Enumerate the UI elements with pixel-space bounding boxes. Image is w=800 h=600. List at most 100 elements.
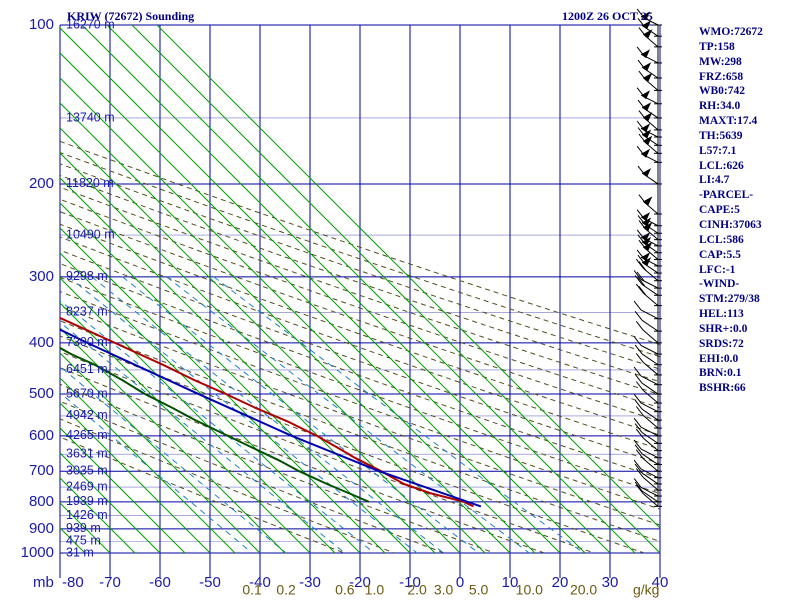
dry-adiabat	[60, 276, 660, 495]
wind-barb	[637, 165, 662, 185]
mixing-ratio-label: 3.0	[434, 582, 454, 598]
temperature-tick-label: 10	[502, 574, 519, 591]
wind-barb-staff	[641, 453, 659, 465]
wind-barb	[633, 270, 662, 289]
wind-barb-staff	[642, 458, 659, 472]
height-label: 475 m	[66, 534, 101, 548]
isotherm	[60, 77, 536, 554]
sounding-index: MAXT:17.4	[699, 115, 758, 128]
mixing-ratio-line	[60, 365, 287, 554]
wind-barb-feather	[637, 215, 646, 225]
wind-barb-feather	[634, 423, 643, 433]
temperature-trace	[60, 316, 474, 508]
isotherm	[60, 27, 586, 554]
wind-barb	[637, 234, 662, 254]
height-label: 7300 m	[66, 335, 108, 349]
wind-barb-staff	[640, 309, 659, 320]
dry-adiabat	[60, 320, 660, 542]
temperature-tick-label: -50	[199, 574, 221, 591]
wind-barb-feather	[635, 353, 644, 363]
wind-barb-feather	[633, 478, 642, 488]
wind-barb	[634, 463, 662, 485]
wind-barb-feather	[635, 428, 644, 439]
sounding-indices-panel: WMO:72672 TP:158 MW:298 FRZ:658 WB0:742 RH:34…	[699, 25, 763, 396]
wind-barb	[633, 417, 662, 437]
wind-barb-staff	[641, 408, 659, 421]
wind-barb	[634, 399, 662, 421]
wind-barb-pennant	[641, 148, 651, 158]
height-label: 11820 m	[66, 176, 114, 190]
wind-barb-staff	[640, 486, 659, 497]
pressure-tick-label: 600	[29, 427, 54, 444]
wind-barb-feather	[638, 133, 647, 144]
dry-adiabat	[60, 223, 660, 436]
wind-barb-feather	[635, 283, 644, 294]
wind-barb-pennant	[641, 252, 651, 262]
wind-barb-pennant	[643, 72, 653, 82]
height-label: 16270 m	[66, 17, 115, 31]
wind-barb	[635, 406, 662, 429]
wind-barb-pennant	[641, 90, 651, 100]
height-label: 13740 m	[66, 110, 115, 124]
pressure-tick-label: 400	[29, 334, 54, 351]
dry-adiabat	[60, 152, 660, 358]
sounding-index: TP:158	[699, 40, 735, 53]
wind-barb-feather	[637, 127, 646, 137]
dry-adiabat	[60, 140, 660, 346]
wind-barb-feather	[634, 481, 643, 492]
wind-barb	[634, 275, 662, 296]
sounding-index: RH:34.0	[699, 100, 741, 113]
wind-barb	[634, 481, 662, 503]
dry-adiabat	[60, 163, 660, 370]
mixing-ratio-label: 1.0	[365, 582, 385, 598]
valid-time: 1200Z 26 OCT 25	[562, 9, 653, 23]
wind-barb	[636, 8, 662, 26]
sounding-index: LFC:-1	[699, 263, 736, 276]
wind-barb	[633, 439, 662, 459]
pressure-tick-label: 200	[29, 175, 54, 192]
height-label: 3035 m	[66, 464, 108, 478]
wind-barb-feather	[635, 449, 644, 460]
height-label: 1939 m	[66, 494, 108, 508]
mixing-ratio-line	[68, 276, 418, 554]
station-title: KRIW (72672) Sounding	[67, 9, 195, 23]
temperature-tick-label: -60	[149, 574, 171, 591]
dry-adiabat	[60, 335, 645, 554]
sounding-index: STM:279/38	[699, 293, 760, 306]
wind-barb	[636, 229, 662, 247]
wind-barb-staff	[641, 319, 659, 332]
wind-barb-staff	[640, 402, 659, 413]
isotherm	[60, 327, 286, 554]
wind-barb	[633, 366, 662, 386]
pressure-tick-label: 700	[29, 462, 54, 479]
wind-barb-staff	[642, 477, 659, 491]
wind-barb	[635, 320, 662, 344]
isotherm	[106, 25, 636, 554]
isotherm	[60, 377, 236, 554]
wind-barb-feather	[636, 271, 645, 282]
wind-barb-feather	[637, 17, 646, 28]
isotherm	[60, 127, 486, 554]
height-label: 1426 m	[66, 508, 108, 522]
mixing-ratio-label: 0.1	[242, 582, 262, 598]
wind-barb	[634, 444, 662, 466]
wind-barb	[636, 145, 662, 163]
wind-barb-feather	[638, 285, 647, 296]
sounding-index: L57:7.1	[699, 144, 737, 157]
isotherm	[60, 427, 186, 554]
sounding-traces	[60, 316, 482, 508]
wind-barb-feather	[636, 120, 645, 131]
wind-barb-feather	[634, 310, 643, 321]
wind-barb-feather	[635, 406, 644, 416]
isotherm	[60, 302, 311, 554]
dry-adiabat	[60, 211, 660, 422]
wind-barb-feather	[636, 87, 645, 98]
sounding-index: -WIND-	[699, 278, 740, 291]
wind-barb-staff	[640, 426, 659, 437]
temperature-tick-label: -20	[349, 574, 371, 591]
wind-barb	[638, 239, 662, 260]
sounding-index: HEL:113	[699, 308, 744, 321]
wind-barb-feather	[634, 463, 643, 474]
mixing-ratio-line	[213, 276, 584, 554]
sounding-index: LCL:626	[699, 159, 744, 172]
